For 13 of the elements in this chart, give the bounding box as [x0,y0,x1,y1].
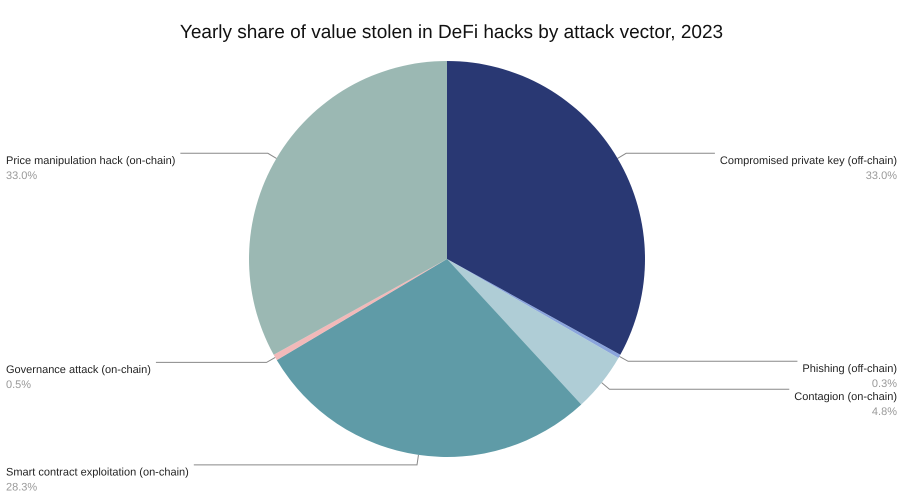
data-label: 33.0% [866,170,898,182]
data-label: 0.3% [872,378,898,390]
data-label: 28.3% [6,481,38,491]
slice-label: Governance attack (on-chain) [6,364,151,376]
slice-label: Contagion (on-chain) [794,390,897,403]
slice-label: Compromised private key (off-chain) [720,154,897,167]
chart-title: Yearly share of value stolen in DeFi hacks by attack vector, 2023 [180,22,724,43]
data-label: 4.8% [872,406,898,418]
slice-label: Phishing (off-chain) [802,362,897,375]
slice-label: Price manipulation hack (on-chain) [6,154,176,167]
data-label: 0.5% [6,378,32,391]
data-label: 33.0% [6,170,38,182]
slice-label: Smart contract exploitation (on-chain) [6,466,189,478]
